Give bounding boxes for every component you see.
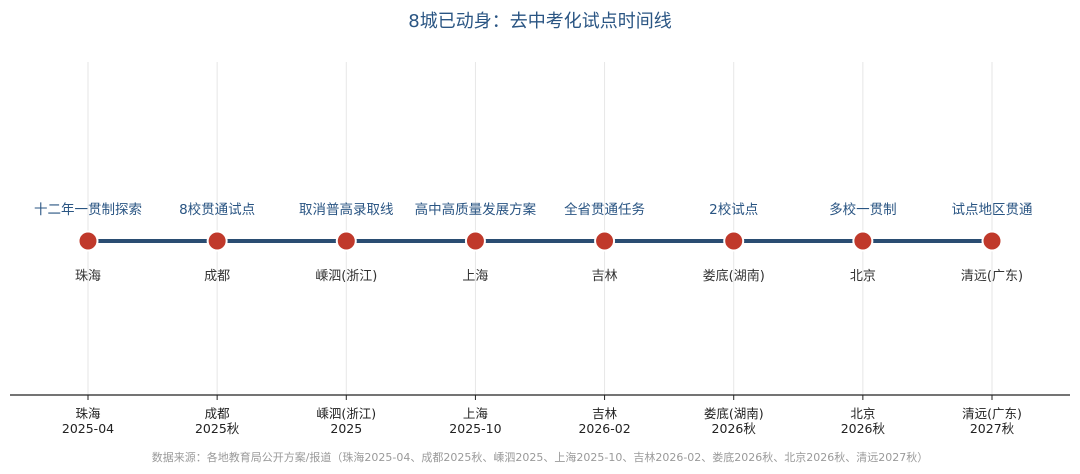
event-label: 全省贯通任务 bbox=[564, 201, 645, 218]
event-label: 取消普高录取线 bbox=[299, 201, 394, 218]
timeline-marker bbox=[206, 230, 228, 252]
x-tick-city: 吉林 bbox=[592, 406, 618, 421]
chart-title: 8城已动身：去中考化试点时间线 bbox=[408, 11, 671, 32]
timeline-marker bbox=[594, 230, 616, 252]
x-tick-city: 北京 bbox=[850, 406, 875, 421]
source-note: 数据来源：各地教育局公开方案/报道（珠海2025-04、成都2025秋、嵊泗20… bbox=[152, 450, 929, 464]
city-label: 成都 bbox=[204, 269, 230, 284]
city-label: 娄底(湖南) bbox=[703, 268, 765, 284]
x-tick-city: 娄底(湖南) bbox=[704, 406, 764, 421]
grid-lines bbox=[87, 62, 993, 395]
x-tick-city: 清远(广东) bbox=[962, 406, 1022, 421]
timeline-marks: 十二年一贯制探索珠海珠海2025-048校贯通试点成都成都2025秋取消普高录取… bbox=[34, 201, 1033, 436]
city-label: 吉林 bbox=[592, 269, 618, 284]
x-tick-city: 珠海 bbox=[75, 406, 101, 421]
city-label: 嵊泗(浙江) bbox=[315, 269, 377, 284]
x-tick-date: 2026-02 bbox=[578, 421, 630, 436]
event-label: 8校贯通试点 bbox=[179, 201, 255, 218]
city-label: 北京 bbox=[850, 269, 876, 284]
event-label: 高中高质量发展方案 bbox=[415, 201, 537, 218]
timeline-marker bbox=[335, 230, 357, 252]
timeline-marker bbox=[981, 230, 1003, 252]
x-tick-date: 2025秋 bbox=[195, 421, 240, 436]
x-tick-date: 2025-10 bbox=[449, 421, 501, 436]
timeline-marker bbox=[852, 230, 874, 252]
x-tick-date: 2026秋 bbox=[841, 421, 886, 436]
x-tick-city: 上海 bbox=[463, 406, 489, 421]
x-tick-city: 成都 bbox=[205, 406, 231, 421]
event-label: 试点地区贯通 bbox=[952, 202, 1033, 218]
city-label: 清远(广东) bbox=[961, 269, 1023, 284]
city-label: 珠海 bbox=[75, 269, 101, 284]
x-tick-date: 2026秋 bbox=[712, 421, 757, 436]
timeline-marker bbox=[723, 230, 745, 252]
event-label: 2校试点 bbox=[709, 201, 758, 218]
timeline-marker bbox=[77, 230, 99, 252]
x-tick-date: 2027秋 bbox=[970, 421, 1015, 436]
x-tick-date: 2025 bbox=[330, 421, 362, 436]
event-label: 多校一贯制 bbox=[829, 201, 897, 218]
timeline-marker bbox=[464, 230, 486, 252]
x-tick-city: 嵊泗(浙江) bbox=[316, 406, 376, 421]
x-tick-date: 2025-04 bbox=[62, 421, 114, 436]
city-label: 上海 bbox=[462, 269, 488, 284]
event-label: 十二年一贯制探索 bbox=[34, 202, 142, 218]
